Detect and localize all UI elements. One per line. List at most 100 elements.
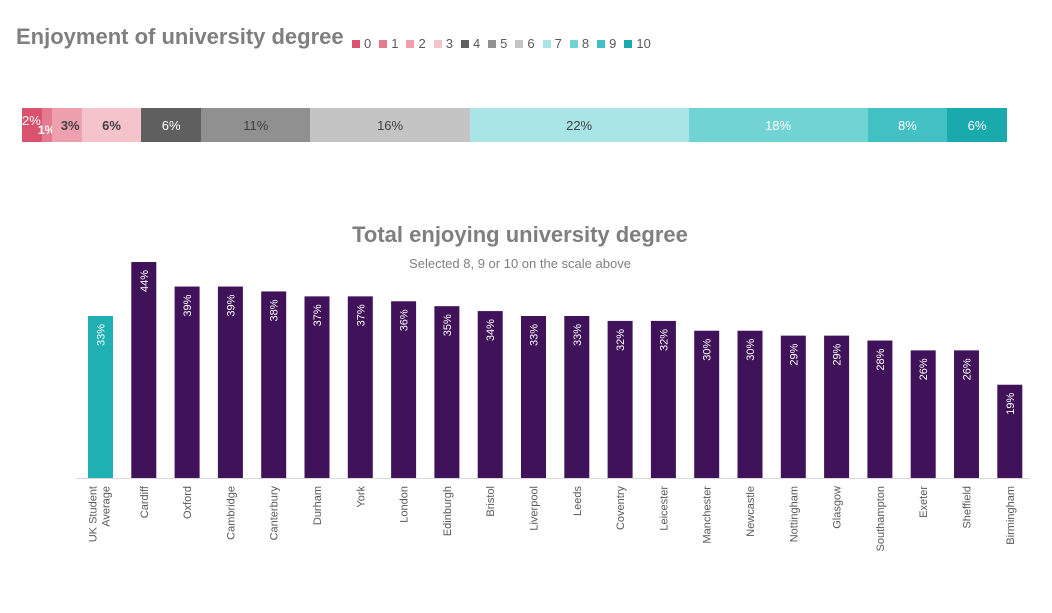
stack-segment-0: 2% [22, 108, 42, 142]
legend-item-6: 6 [515, 36, 535, 51]
bar-london [391, 301, 417, 478]
legend-swatch-6 [515, 39, 524, 48]
category-label-bristol: Bristol [485, 486, 497, 517]
stack-segment-8: 18% [688, 108, 868, 142]
legend-swatch-5 [488, 39, 497, 48]
bar-value-label-birmingham: 19% [1005, 393, 1017, 415]
stack-label-8: 18% [765, 117, 792, 133]
bar-canterbury [261, 291, 287, 478]
category-label-uk-student-average: UK StudentAverage [88, 486, 113, 542]
stack-label-0: 2% [22, 113, 41, 128]
bar-value-label-glasgow: 29% [832, 343, 844, 365]
legend-item-9: 9 [597, 36, 616, 51]
legend-item-7: 7 [542, 36, 562, 51]
stack-label-5: 11% [243, 117, 269, 133]
legend-item-10: 10 [624, 36, 651, 51]
bar-chart-title: Total enjoying university degree [352, 222, 688, 247]
stack-segment-1: 1% [38, 108, 55, 142]
legend-swatch-0 [352, 39, 360, 48]
category-label-glasgow: Glasgow [832, 486, 844, 529]
bar-value-label-sheffield: 26% [962, 358, 974, 380]
bar-sheffield [954, 350, 979, 478]
category-label-southampton: Southampton [875, 486, 887, 551]
stack-segment-5: 11% [201, 108, 311, 142]
bar-value-label-uk-student-average: 33% [96, 324, 108, 346]
bar-birmingham [997, 384, 1023, 478]
legend-label-1: 1 [391, 36, 399, 51]
bar-exeter [910, 350, 936, 478]
bar-chart-subtitle: Selected 8, 9 or 10 on the scale above [409, 256, 631, 271]
category-label-nottingham: Nottingham [788, 486, 800, 542]
stack-segment-7: 22% [469, 108, 689, 142]
legend-label-4: 4 [472, 36, 481, 51]
bar-oxford [174, 286, 200, 478]
bar-cardiff [131, 262, 157, 478]
legend-swatch-7 [542, 39, 551, 48]
stack-label-9: 8% [898, 117, 917, 133]
bar-value-label-edinburgh: 35% [442, 314, 454, 336]
category-label-leicester: Leicester [658, 486, 670, 531]
category-label-liverpool: Liverpool [529, 486, 541, 531]
category-label-manchester: Manchester [702, 486, 714, 544]
bar-uk-student-average [88, 316, 113, 478]
bar-coventry [607, 320, 633, 478]
stack-segment-10: 6% [947, 108, 1007, 142]
category-label-newcastle: Newcastle [745, 486, 757, 537]
category-label-cardiff: Cardiff [139, 485, 151, 518]
stack-segment-9: 8% [867, 108, 948, 142]
bar-durham [304, 296, 330, 478]
stack-segment-3: 6% [81, 108, 142, 142]
legend-swatch-4 [460, 39, 469, 48]
category-label-birmingham: Birmingham [1005, 486, 1017, 545]
stack-label-1: 1% [37, 123, 56, 137]
bar-value-label-canterbury: 38% [269, 299, 281, 321]
legend-swatch-9 [597, 39, 606, 48]
bar-newcastle [737, 330, 763, 478]
stack-label-7: 22% [566, 117, 593, 133]
legend-item-1: 1 [379, 36, 398, 51]
bar-nottingham [780, 335, 806, 478]
legend-item-0: 0 [352, 36, 371, 51]
legend-label-2: 2 [418, 36, 426, 51]
bar-value-label-leicester: 32% [658, 329, 670, 351]
bar-leicester [650, 320, 676, 478]
bar-value-label-newcastle: 30% [745, 339, 757, 361]
legend-swatch-1 [379, 39, 388, 48]
stack-label-6: 16% [377, 117, 404, 133]
bar-glasgow [824, 335, 850, 478]
stack-label-10: 6% [967, 117, 987, 133]
category-label-sheffield: Sheffield [962, 486, 974, 529]
stack-segment-2: 3% [51, 108, 82, 142]
bar-value-label-liverpool: 33% [529, 324, 541, 346]
bar-southampton [867, 340, 893, 478]
stacked-chart-legend: 0 1 2 3 4 5 6 7 8 9 10 [352, 36, 659, 51]
legend-label-7: 7 [554, 36, 562, 51]
category-label-durham: Durham [312, 486, 324, 525]
legend-label-8: 8 [581, 36, 590, 51]
stack-segment-6: 16% [310, 108, 470, 142]
category-label-cambridge: Cambridge [225, 486, 237, 540]
bar-leeds [564, 316, 590, 478]
bar-value-label-cambridge: 39% [225, 294, 237, 316]
category-label-edinburgh: Edinburgh [442, 486, 454, 536]
bar-value-label-york: 37% [355, 304, 367, 326]
bar-value-label-coventry: 32% [615, 329, 627, 351]
stacked-bar: 2% 1% 3% 6% 6% 11% 16% 22% 18% 8% 6% [22, 108, 1007, 142]
legend-item-3: 3 [433, 36, 453, 51]
bar-value-label-cardiff: 44% [139, 270, 151, 292]
legend-label-0: 0 [364, 36, 372, 51]
category-label-canterbury: Canterbury [269, 486, 281, 541]
legend-swatch-2 [406, 39, 415, 48]
bar-cambridge [217, 286, 243, 478]
category-label-exeter: Exeter [918, 486, 930, 518]
stack-segment-4: 6% [141, 108, 202, 142]
bar-value-label-exeter: 26% [918, 358, 930, 380]
legend-swatch-8 [569, 39, 578, 48]
legend-label-3: 3 [445, 36, 453, 51]
legend-swatch-3 [433, 39, 442, 48]
stacked-chart-title: Enjoyment of university degree [16, 24, 344, 49]
bar-bristol [477, 311, 503, 478]
bar-value-label-southampton: 28% [875, 348, 887, 370]
legend-item-2: 2 [406, 36, 426, 51]
